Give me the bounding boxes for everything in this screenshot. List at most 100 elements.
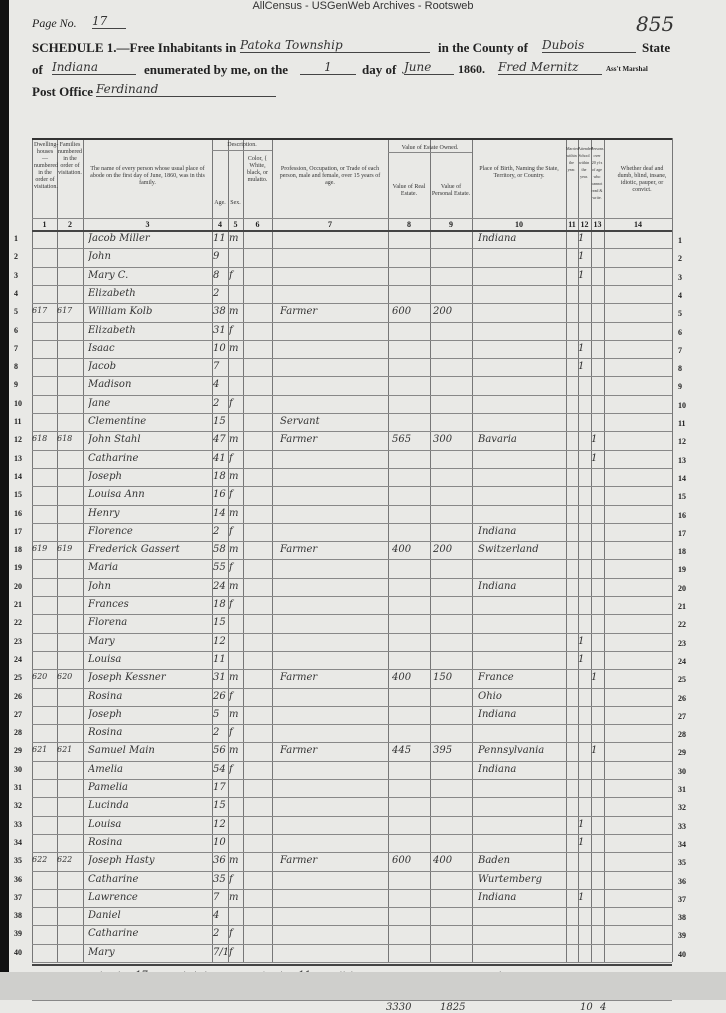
header-personal-estate: Value of Personal Estate. bbox=[431, 184, 471, 197]
birthplace: Switzerland bbox=[478, 544, 539, 556]
column-number: 9 bbox=[449, 220, 453, 229]
personal-estate-value: 400 bbox=[433, 855, 453, 867]
line-number-right: 38 bbox=[678, 913, 686, 923]
watermark: AllCensus - USGenWeb Archives - Rootsweb bbox=[252, 0, 474, 12]
age: 54 bbox=[213, 763, 226, 775]
person-name: Amelia bbox=[88, 763, 123, 775]
person-name: Mary C. bbox=[88, 269, 129, 281]
line-number-right: 39 bbox=[678, 931, 686, 941]
person-name: Isaac bbox=[88, 342, 115, 354]
sex: f bbox=[229, 562, 233, 574]
person-name: Catharine bbox=[88, 873, 139, 885]
row-rule bbox=[32, 669, 672, 671]
column-divider bbox=[57, 138, 58, 962]
header-illiterate: Persons over 20 y'rs of age who cannot r… bbox=[591, 146, 604, 200]
school-mark: 1 bbox=[578, 836, 585, 848]
line-number-right: 35 bbox=[678, 858, 686, 868]
sex: f bbox=[229, 946, 233, 958]
age: 15 bbox=[213, 800, 226, 812]
school-mark: 1 bbox=[578, 891, 585, 903]
header-name: The name of every person whose usual pla… bbox=[90, 166, 205, 186]
header-birthplace: Place of Birth, Naming the State, Territ… bbox=[479, 166, 559, 179]
person-name: Clementine bbox=[88, 416, 147, 427]
age: 18 bbox=[213, 599, 226, 610]
line-number-right: 18 bbox=[678, 547, 686, 557]
sex: f bbox=[229, 489, 233, 501]
row-rule bbox=[32, 632, 672, 634]
row-rule bbox=[32, 449, 672, 451]
age: 11 bbox=[213, 653, 226, 665]
family-number: 619 bbox=[57, 544, 73, 554]
person-name: Joseph Hasty bbox=[88, 855, 155, 867]
line-number-left: 29 bbox=[14, 746, 22, 756]
real-estate-value: 600 bbox=[392, 855, 412, 867]
person-name: Daniel bbox=[88, 910, 121, 922]
person-name: Rosina bbox=[88, 836, 123, 848]
sex: m bbox=[229, 470, 239, 482]
sex: f bbox=[229, 763, 233, 775]
school-mark: 1 bbox=[578, 342, 585, 354]
birthplace: Indiana bbox=[478, 708, 517, 720]
age: 31 bbox=[213, 324, 226, 336]
row-rule bbox=[32, 339, 672, 341]
age: 35 bbox=[213, 873, 226, 885]
family-number: 622 bbox=[57, 855, 73, 865]
line-number-right: 5 bbox=[678, 309, 682, 319]
column-divider bbox=[578, 138, 579, 962]
birthplace: Indiana bbox=[478, 580, 517, 592]
birthplace: France bbox=[478, 672, 514, 684]
occupation: Farmer bbox=[280, 544, 318, 556]
sex: m bbox=[229, 708, 239, 720]
person-name: Madison bbox=[88, 379, 132, 391]
line-number-left: 19 bbox=[14, 563, 22, 573]
personal-estate-value: 200 bbox=[433, 544, 453, 556]
age: 4 bbox=[213, 910, 220, 922]
age: 31 bbox=[213, 672, 226, 684]
row-rule bbox=[32, 614, 672, 616]
person-name: Rosina bbox=[88, 727, 123, 739]
column-divider bbox=[243, 138, 244, 962]
person-name: John bbox=[88, 580, 111, 592]
person-name: Samuel Main bbox=[88, 745, 155, 757]
summary-total-personal-estate: 1825 bbox=[440, 1002, 466, 1013]
age: 15 bbox=[213, 416, 226, 427]
line-number-left: 7 bbox=[14, 343, 18, 353]
header-color: Color, { White, black, or mulatto. bbox=[247, 156, 268, 183]
illiterate-mark: 1 bbox=[591, 672, 598, 684]
table-top-rule bbox=[32, 138, 672, 140]
page-number: 17 bbox=[92, 14, 126, 29]
row-rule bbox=[32, 870, 672, 872]
line-number-left: 34 bbox=[14, 837, 22, 847]
birthplace: Ohio bbox=[478, 690, 502, 702]
line-number-right: 23 bbox=[678, 638, 686, 648]
age: 2 bbox=[213, 727, 220, 739]
row-rule bbox=[32, 559, 672, 561]
row-rule bbox=[32, 742, 672, 744]
enumerated-label: enumerated by me, on the bbox=[144, 62, 289, 77]
line-number-right: 19 bbox=[678, 565, 686, 575]
real-estate-value: 400 bbox=[392, 544, 412, 556]
person-name: Joseph Kessner bbox=[88, 672, 166, 684]
birthplace: Indiana bbox=[478, 891, 517, 903]
line-number-right: 17 bbox=[678, 528, 686, 538]
marshal-signature: Fred Mernitz bbox=[498, 60, 602, 75]
real-estate-value: 400 bbox=[392, 672, 412, 684]
age: 47 bbox=[213, 434, 226, 446]
column-number: 4 bbox=[218, 220, 222, 229]
column-divider bbox=[32, 138, 33, 962]
line-number-right: 2 bbox=[678, 254, 682, 264]
line-number-left: 21 bbox=[14, 600, 22, 609]
line-number-right: 27 bbox=[678, 711, 686, 721]
column-number: 10 bbox=[515, 220, 523, 229]
line-number-right: 1 bbox=[678, 236, 682, 245]
row-rule bbox=[32, 962, 672, 963]
real-estate-value: 600 bbox=[392, 306, 412, 318]
header-school: Attended School within the year. bbox=[578, 146, 593, 179]
row-rule bbox=[32, 596, 672, 597]
line-number-left: 14 bbox=[14, 471, 22, 481]
column-divider bbox=[672, 138, 673, 962]
personal-estate-value: 200 bbox=[433, 306, 453, 318]
person-name: Elizabeth bbox=[88, 324, 136, 336]
person-name: Jane bbox=[88, 397, 111, 409]
page-label: Page No. bbox=[32, 16, 77, 30]
